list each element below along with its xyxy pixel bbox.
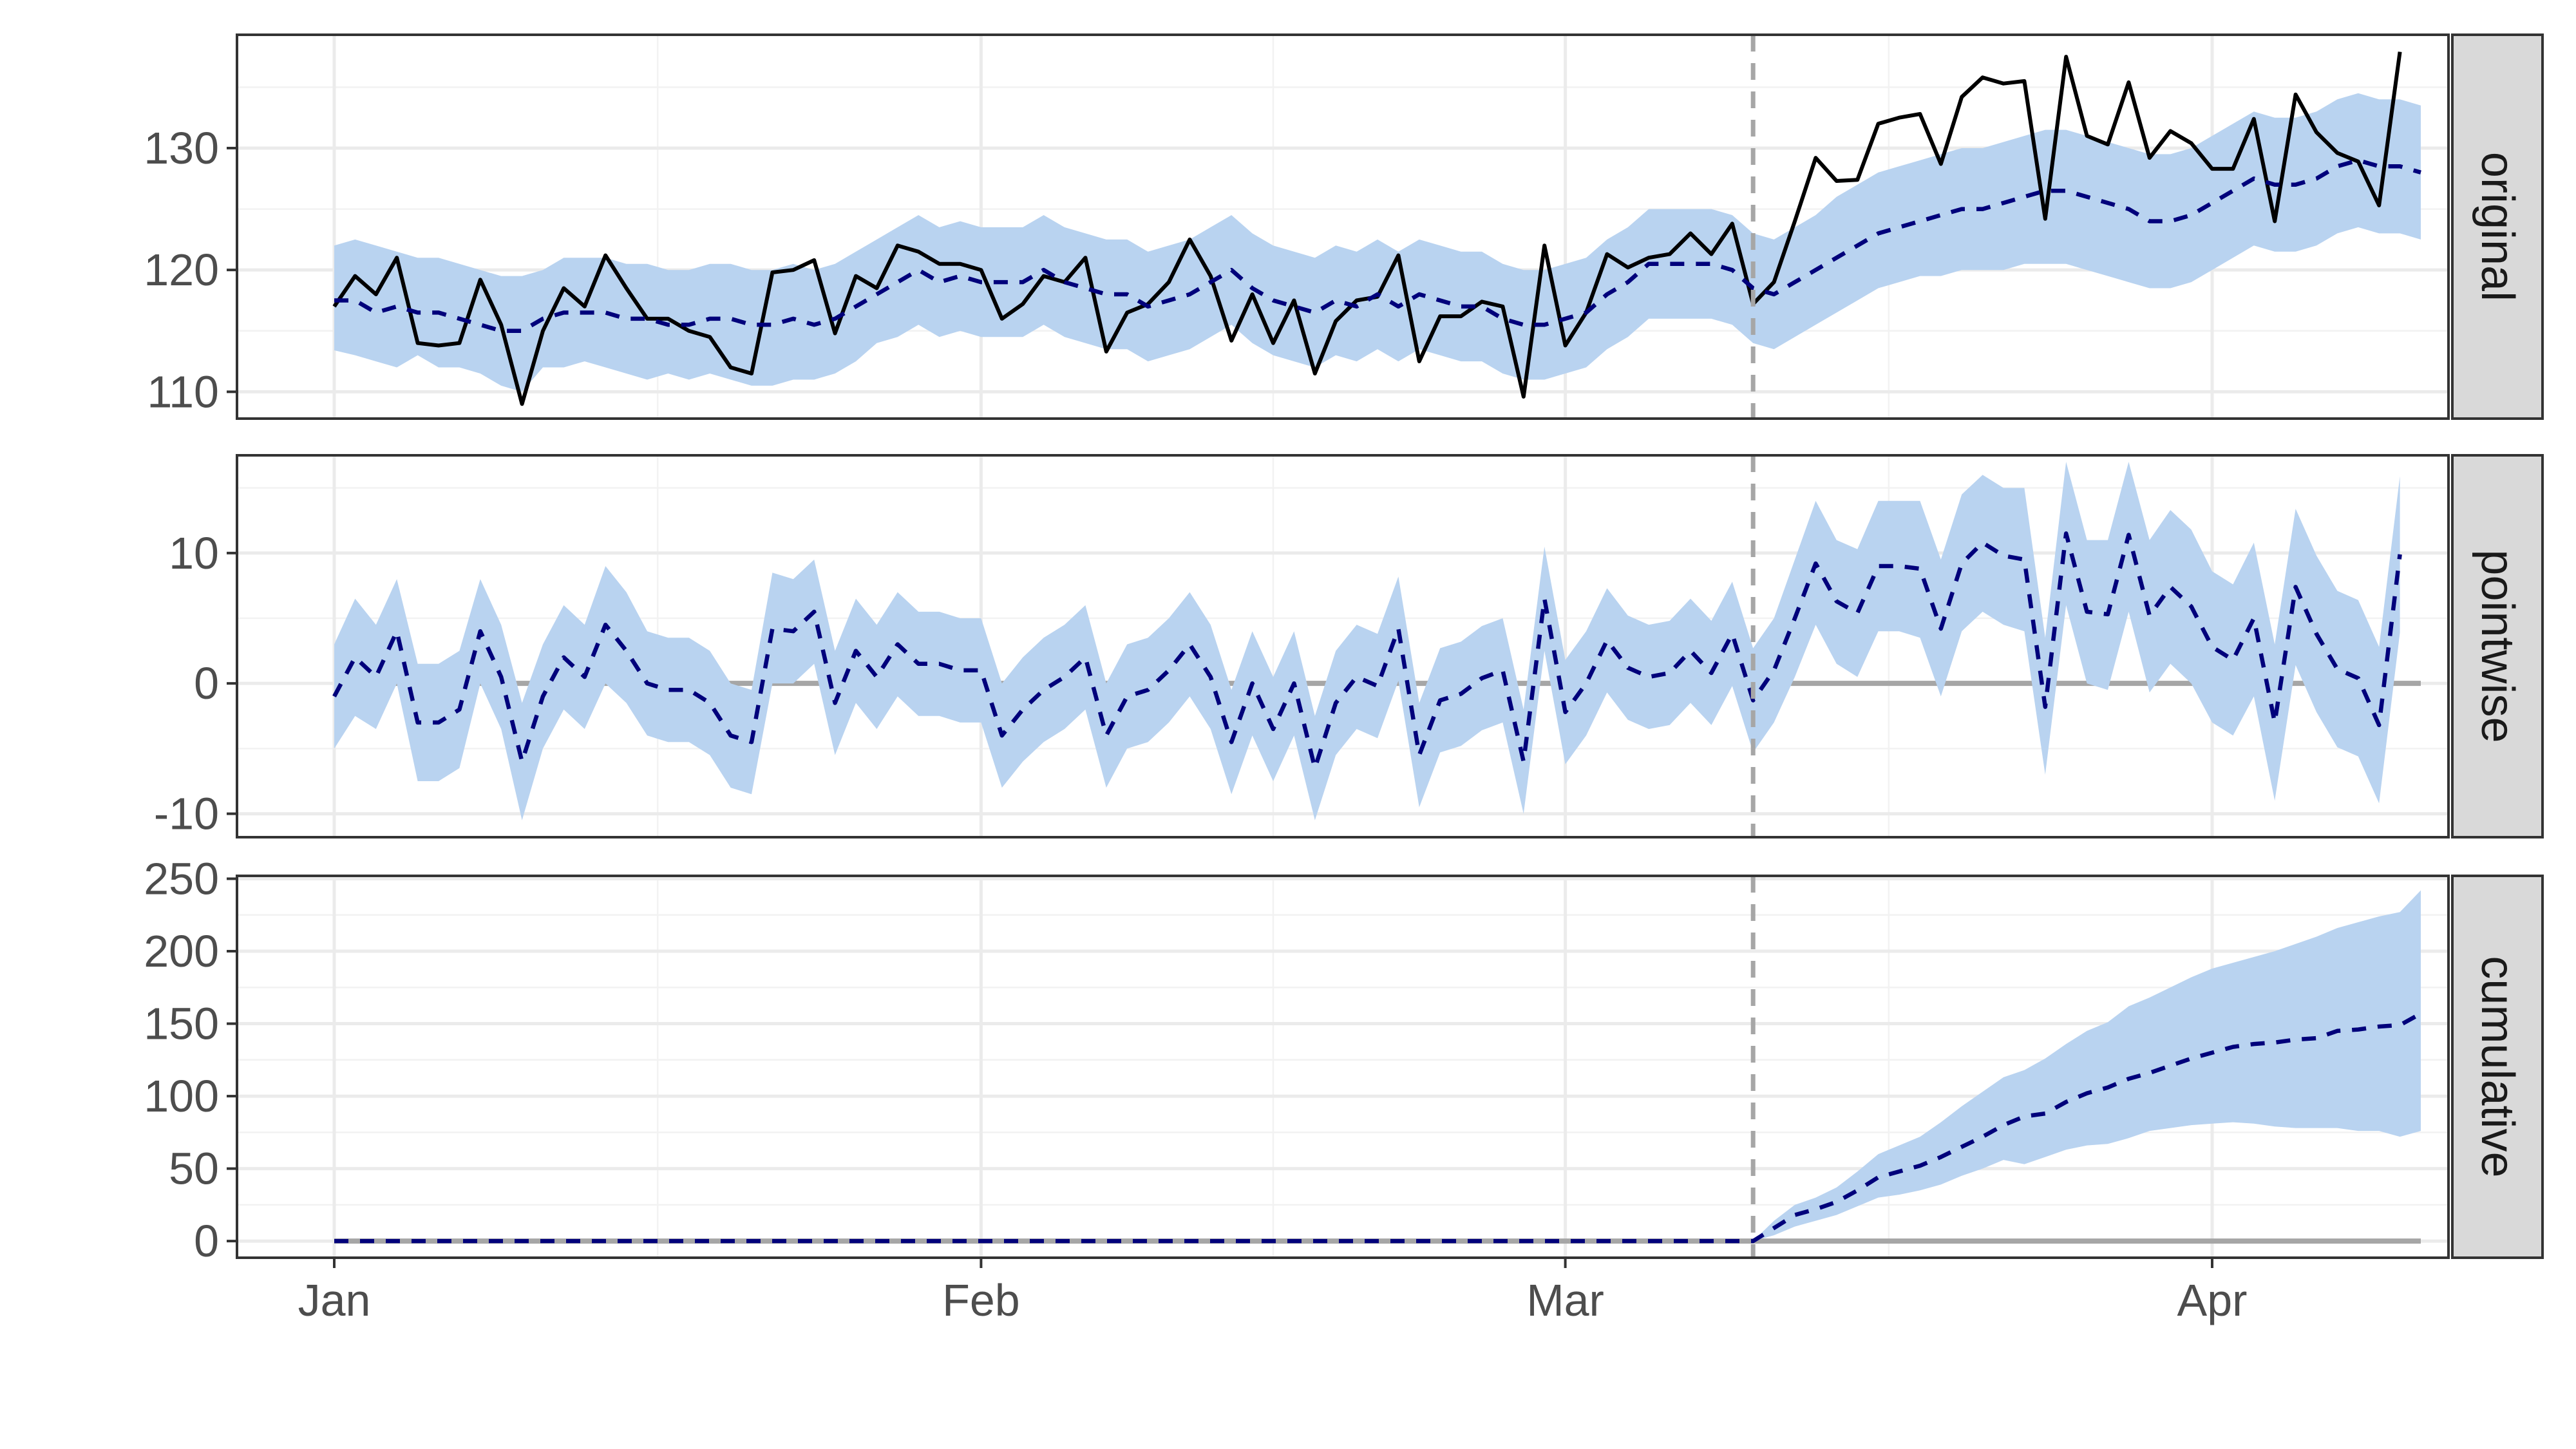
panel-border bbox=[236, 875, 2450, 1259]
expected-series-line bbox=[334, 158, 2421, 334]
y-tick-label: 130 bbox=[144, 123, 219, 173]
y-tick-label: 110 bbox=[147, 366, 219, 417]
strip-background bbox=[2451, 875, 2544, 1259]
strip-background bbox=[2451, 33, 2544, 420]
y-tick-label: 100 bbox=[144, 1071, 219, 1121]
strip-label: original bbox=[2472, 152, 2523, 301]
expected-series-line bbox=[332, 531, 2402, 770]
panel-cumulative: 0 50 100 150 200 250 cumulative bbox=[144, 854, 2544, 1266]
credible-interval-band bbox=[334, 890, 2421, 1242]
chart-panels: 110 120 130 original -10 0 10 pointwise 0 50 100 15… bbox=[144, 33, 2544, 1266]
y-tick-label: 200 bbox=[144, 926, 219, 976]
strip-label: pointwise bbox=[2472, 549, 2523, 743]
credible-interval-band bbox=[334, 462, 2400, 820]
panel-border bbox=[236, 33, 2450, 420]
y-tick-label: 120 bbox=[144, 245, 219, 295]
y-tick-label: 0 bbox=[194, 658, 219, 708]
x-tick-label: Apr bbox=[2177, 1275, 2248, 1325]
x-axis: Jan Feb Mar Apr bbox=[298, 1258, 2248, 1325]
strip-background bbox=[2451, 454, 2544, 838]
x-tick-label: Feb bbox=[942, 1275, 1020, 1325]
y-tick-label: 50 bbox=[169, 1144, 219, 1194]
y-tick-label: 10 bbox=[169, 528, 219, 578]
y-tick-label: 150 bbox=[144, 999, 219, 1049]
y-tick-label: 0 bbox=[194, 1216, 219, 1266]
strip-label: cumulative bbox=[2472, 956, 2523, 1177]
y-tick-label: -10 bbox=[154, 789, 219, 839]
panel-border bbox=[236, 454, 2450, 838]
observed-series-line bbox=[332, 52, 2402, 406]
credible-interval-band bbox=[334, 93, 2421, 392]
expected-series-line bbox=[334, 1011, 2422, 1244]
x-tick-label: Mar bbox=[1526, 1275, 1604, 1325]
panel-original: 110 120 130 original bbox=[144, 33, 2544, 420]
x-tick-label: Jan bbox=[298, 1275, 371, 1325]
y-tick-label: 250 bbox=[144, 854, 219, 904]
panel-pointwise: -10 0 10 pointwise bbox=[154, 454, 2544, 839]
